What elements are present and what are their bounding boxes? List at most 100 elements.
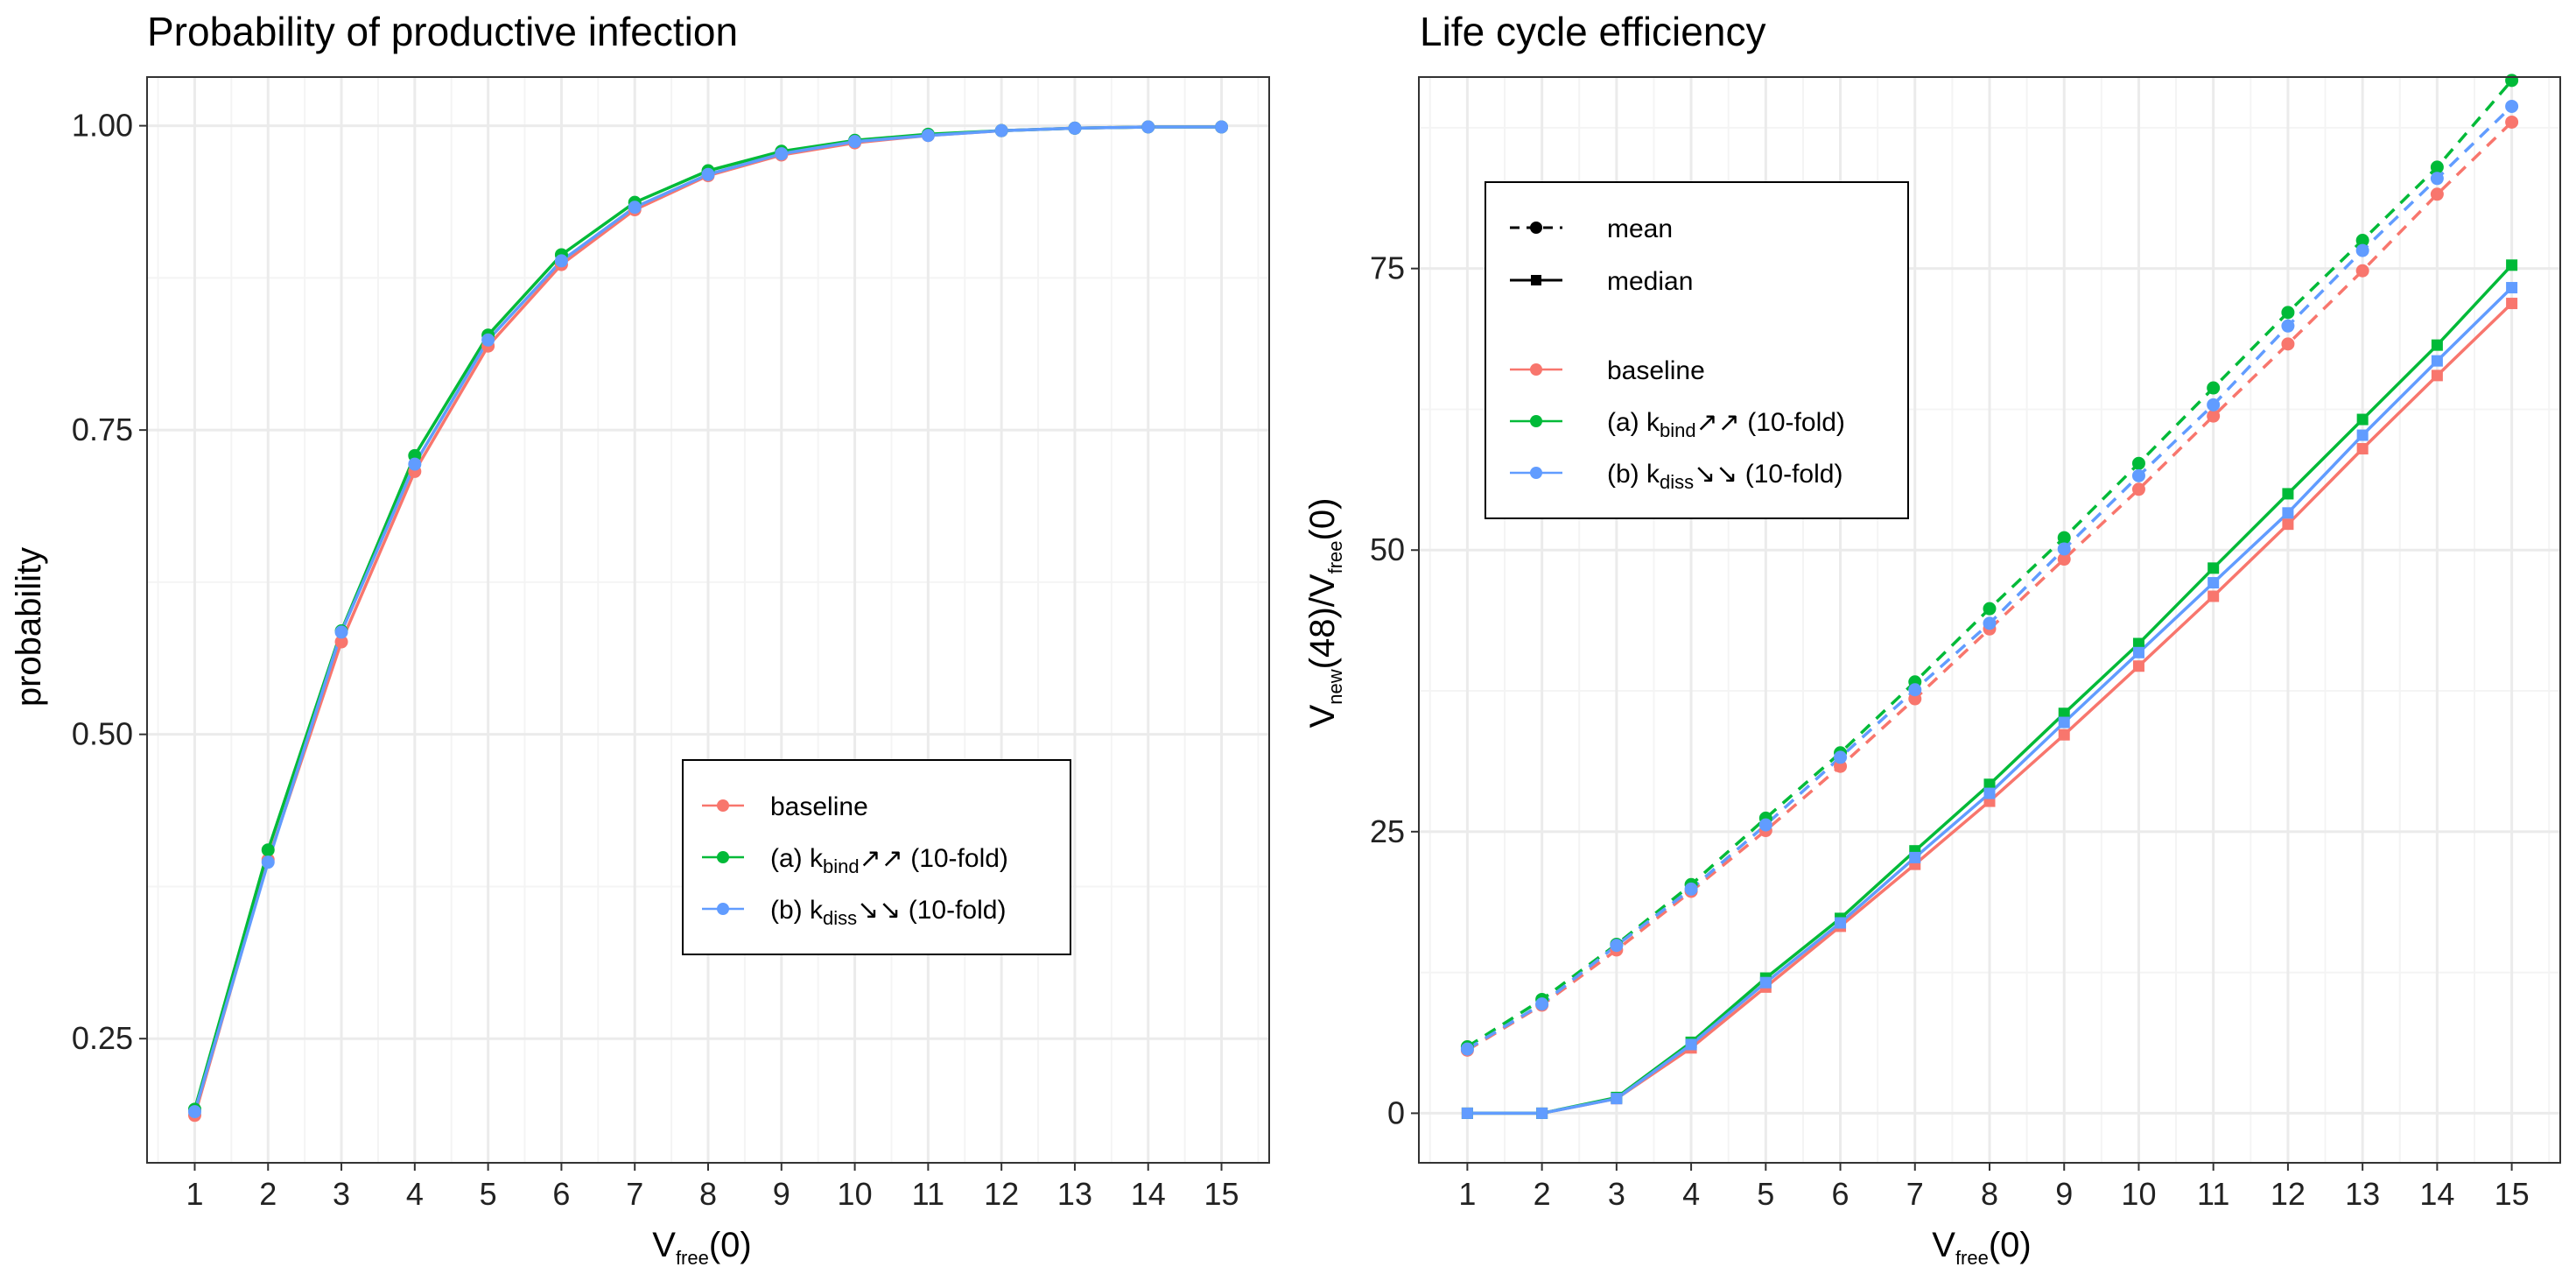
- left-x-tick-label: 7: [626, 1176, 643, 1212]
- right-legend-median-marker: [1531, 275, 1541, 285]
- left-point-kdiss: [628, 201, 642, 215]
- left-axes: 0.250.500.751.001 2 3 4 5 6 7 8 9 10 11 12 13 14 15: [72, 108, 1239, 1212]
- right-x-tick-label: 5: [1757, 1176, 1774, 1212]
- right-chart-title: Life cycle efficiency: [1420, 9, 1765, 54]
- left-x-tick-label: 15: [1204, 1176, 1239, 1212]
- right-point-kbind-mean: [2430, 160, 2444, 174]
- right-x-tick-label: 11: [2197, 1176, 2229, 1212]
- right-point-kdiss-mean: [1684, 882, 1698, 896]
- left-x-axis-title: Vfree(0): [652, 1226, 752, 1269]
- left-point-kdiss: [261, 855, 275, 869]
- right-legend-median-label: median: [1607, 267, 1693, 296]
- right-point-kbind-mean: [2505, 74, 2519, 88]
- right-point-baseline-mean: [2355, 264, 2369, 278]
- left-point-kdiss: [408, 457, 422, 471]
- left-x-tick-label: 3: [333, 1176, 350, 1212]
- left-point-kdiss: [554, 254, 568, 268]
- left-point-baseline: [334, 635, 348, 649]
- right-point-kdiss-mean: [1983, 616, 1997, 630]
- left-point-kdiss: [1141, 120, 1155, 134]
- left-y-axis-title: probability: [10, 547, 48, 707]
- left-legend-kdiss-marker: [717, 903, 729, 915]
- right-point-kdiss-mean: [2131, 468, 2145, 482]
- right-gridlines: [1419, 77, 2560, 1163]
- right-point-kbind-median: [2356, 413, 2369, 426]
- right-point-kbind-median: [2431, 339, 2443, 351]
- right-x-tick-label: 3: [1608, 1176, 1625, 1212]
- left-legend-baseline-label: baseline: [770, 792, 868, 821]
- right-point-kdiss-median: [2506, 282, 2518, 294]
- right-point-kbind-mean: [1983, 602, 1997, 616]
- right-legend-mean-label: mean: [1607, 215, 1673, 243]
- right-point-baseline-mean: [1908, 692, 1922, 706]
- right-point-kdiss-mean: [1535, 997, 1549, 1011]
- right-point-baseline-mean: [2281, 337, 2295, 351]
- right-point-kdiss-median: [1461, 1107, 1473, 1119]
- left-x-tick-label: 13: [1057, 1176, 1092, 1212]
- right-point-baseline-median: [2506, 298, 2518, 310]
- right-point-baseline-mean: [2430, 187, 2444, 201]
- left-x-tick-label: 1: [186, 1176, 203, 1212]
- right-point-kdiss-median: [2431, 355, 2443, 367]
- right-point-kdiss-median: [1835, 917, 1847, 929]
- left-legend-box: [682, 759, 1071, 955]
- right-legend-box: [1485, 181, 1909, 519]
- right-point-kdiss-median: [1685, 1038, 1697, 1051]
- left-point-kdiss: [848, 135, 862, 149]
- left-legend: baseline (a) kbind↗↗ (10-fold) (b) kdiss…: [682, 759, 1071, 955]
- right-series-points: [1460, 74, 2519, 1119]
- left-point-kdiss: [701, 167, 715, 181]
- left-x-tick-label: 6: [552, 1176, 570, 1212]
- left-y-tick-label: 0.25: [72, 1020, 133, 1056]
- left-point-kdiss: [775, 147, 789, 161]
- right-legend: mean median baseline (a) kbind↗↗ (10-fol…: [1485, 181, 1909, 519]
- left-series-points: [187, 120, 1229, 1123]
- right-point-kdiss-median: [1909, 851, 1921, 863]
- left-point-kdiss: [481, 333, 495, 347]
- right-point-kbind-median: [2282, 488, 2294, 500]
- right-point-kdiss-mean: [1610, 939, 1624, 953]
- right-point-baseline-mean: [2505, 115, 2519, 129]
- right-point-baseline-median: [2132, 660, 2144, 672]
- right-legend-kbind-label: (a) kbind↗↗ (10-fold): [1607, 408, 1845, 441]
- left-legend-kbind-label: (a) kbind↗↗ (10-fold): [770, 844, 1008, 877]
- right-point-kbind-median: [2132, 637, 2144, 650]
- right-point-kbind-median: [1983, 778, 1996, 791]
- left-point-kdiss: [334, 625, 348, 639]
- left-x-tick-label: 4: [406, 1176, 424, 1212]
- left-gridlines: [147, 77, 1269, 1163]
- right-x-tick-label: 2: [1534, 1176, 1551, 1212]
- right-x-tick-label: 4: [1682, 1176, 1700, 1212]
- right-point-kdiss-median: [1759, 976, 1772, 989]
- left-legend-kdiss-label: (b) kdiss↘↘ (10-fold): [770, 896, 1006, 929]
- left-x-tick-label: 14: [1131, 1176, 1166, 1212]
- right-point-kdiss-mean: [1758, 818, 1772, 832]
- right-point-baseline-mean: [2057, 553, 2071, 567]
- right-point-baseline-mean: [1834, 759, 1848, 773]
- right-x-tick-label: 1: [1458, 1176, 1476, 1212]
- right-point-kbind-mean: [2131, 456, 2145, 470]
- right-point-kbind-mean: [2207, 381, 2221, 395]
- right-point-kdiss-median: [1536, 1107, 1548, 1119]
- right-point-kdiss-mean: [2207, 398, 2221, 412]
- right-legend-mean-marker: [1530, 222, 1542, 234]
- right-point-baseline-median: [2058, 729, 2070, 741]
- right-x-tick-label: 7: [1906, 1176, 1924, 1212]
- right-point-kdiss-median: [2207, 577, 2220, 589]
- right-legend-kbind-marker: [1530, 415, 1542, 427]
- left-x-tick-label: 2: [259, 1176, 277, 1212]
- right-point-kdiss-mean: [2430, 172, 2444, 186]
- right-x-tick-label: 8: [1981, 1176, 1998, 1212]
- right-point-baseline-median: [2282, 518, 2294, 531]
- right-x-axis-title: Vfree(0): [1932, 1226, 2032, 1269]
- left-point-kdiss: [187, 1105, 201, 1119]
- right-point-kdiss-mean: [2505, 99, 2519, 113]
- right-point-baseline-mean: [2207, 409, 2221, 423]
- left-x-tick-label: 10: [838, 1176, 873, 1212]
- right-point-kbind-mean: [2355, 234, 2369, 248]
- left-point-kdiss: [1215, 120, 1229, 134]
- right-point-kdiss-mean: [2057, 542, 2071, 556]
- left-y-tick-label: 0.50: [72, 716, 133, 752]
- right-point-kbind-median: [2207, 562, 2220, 574]
